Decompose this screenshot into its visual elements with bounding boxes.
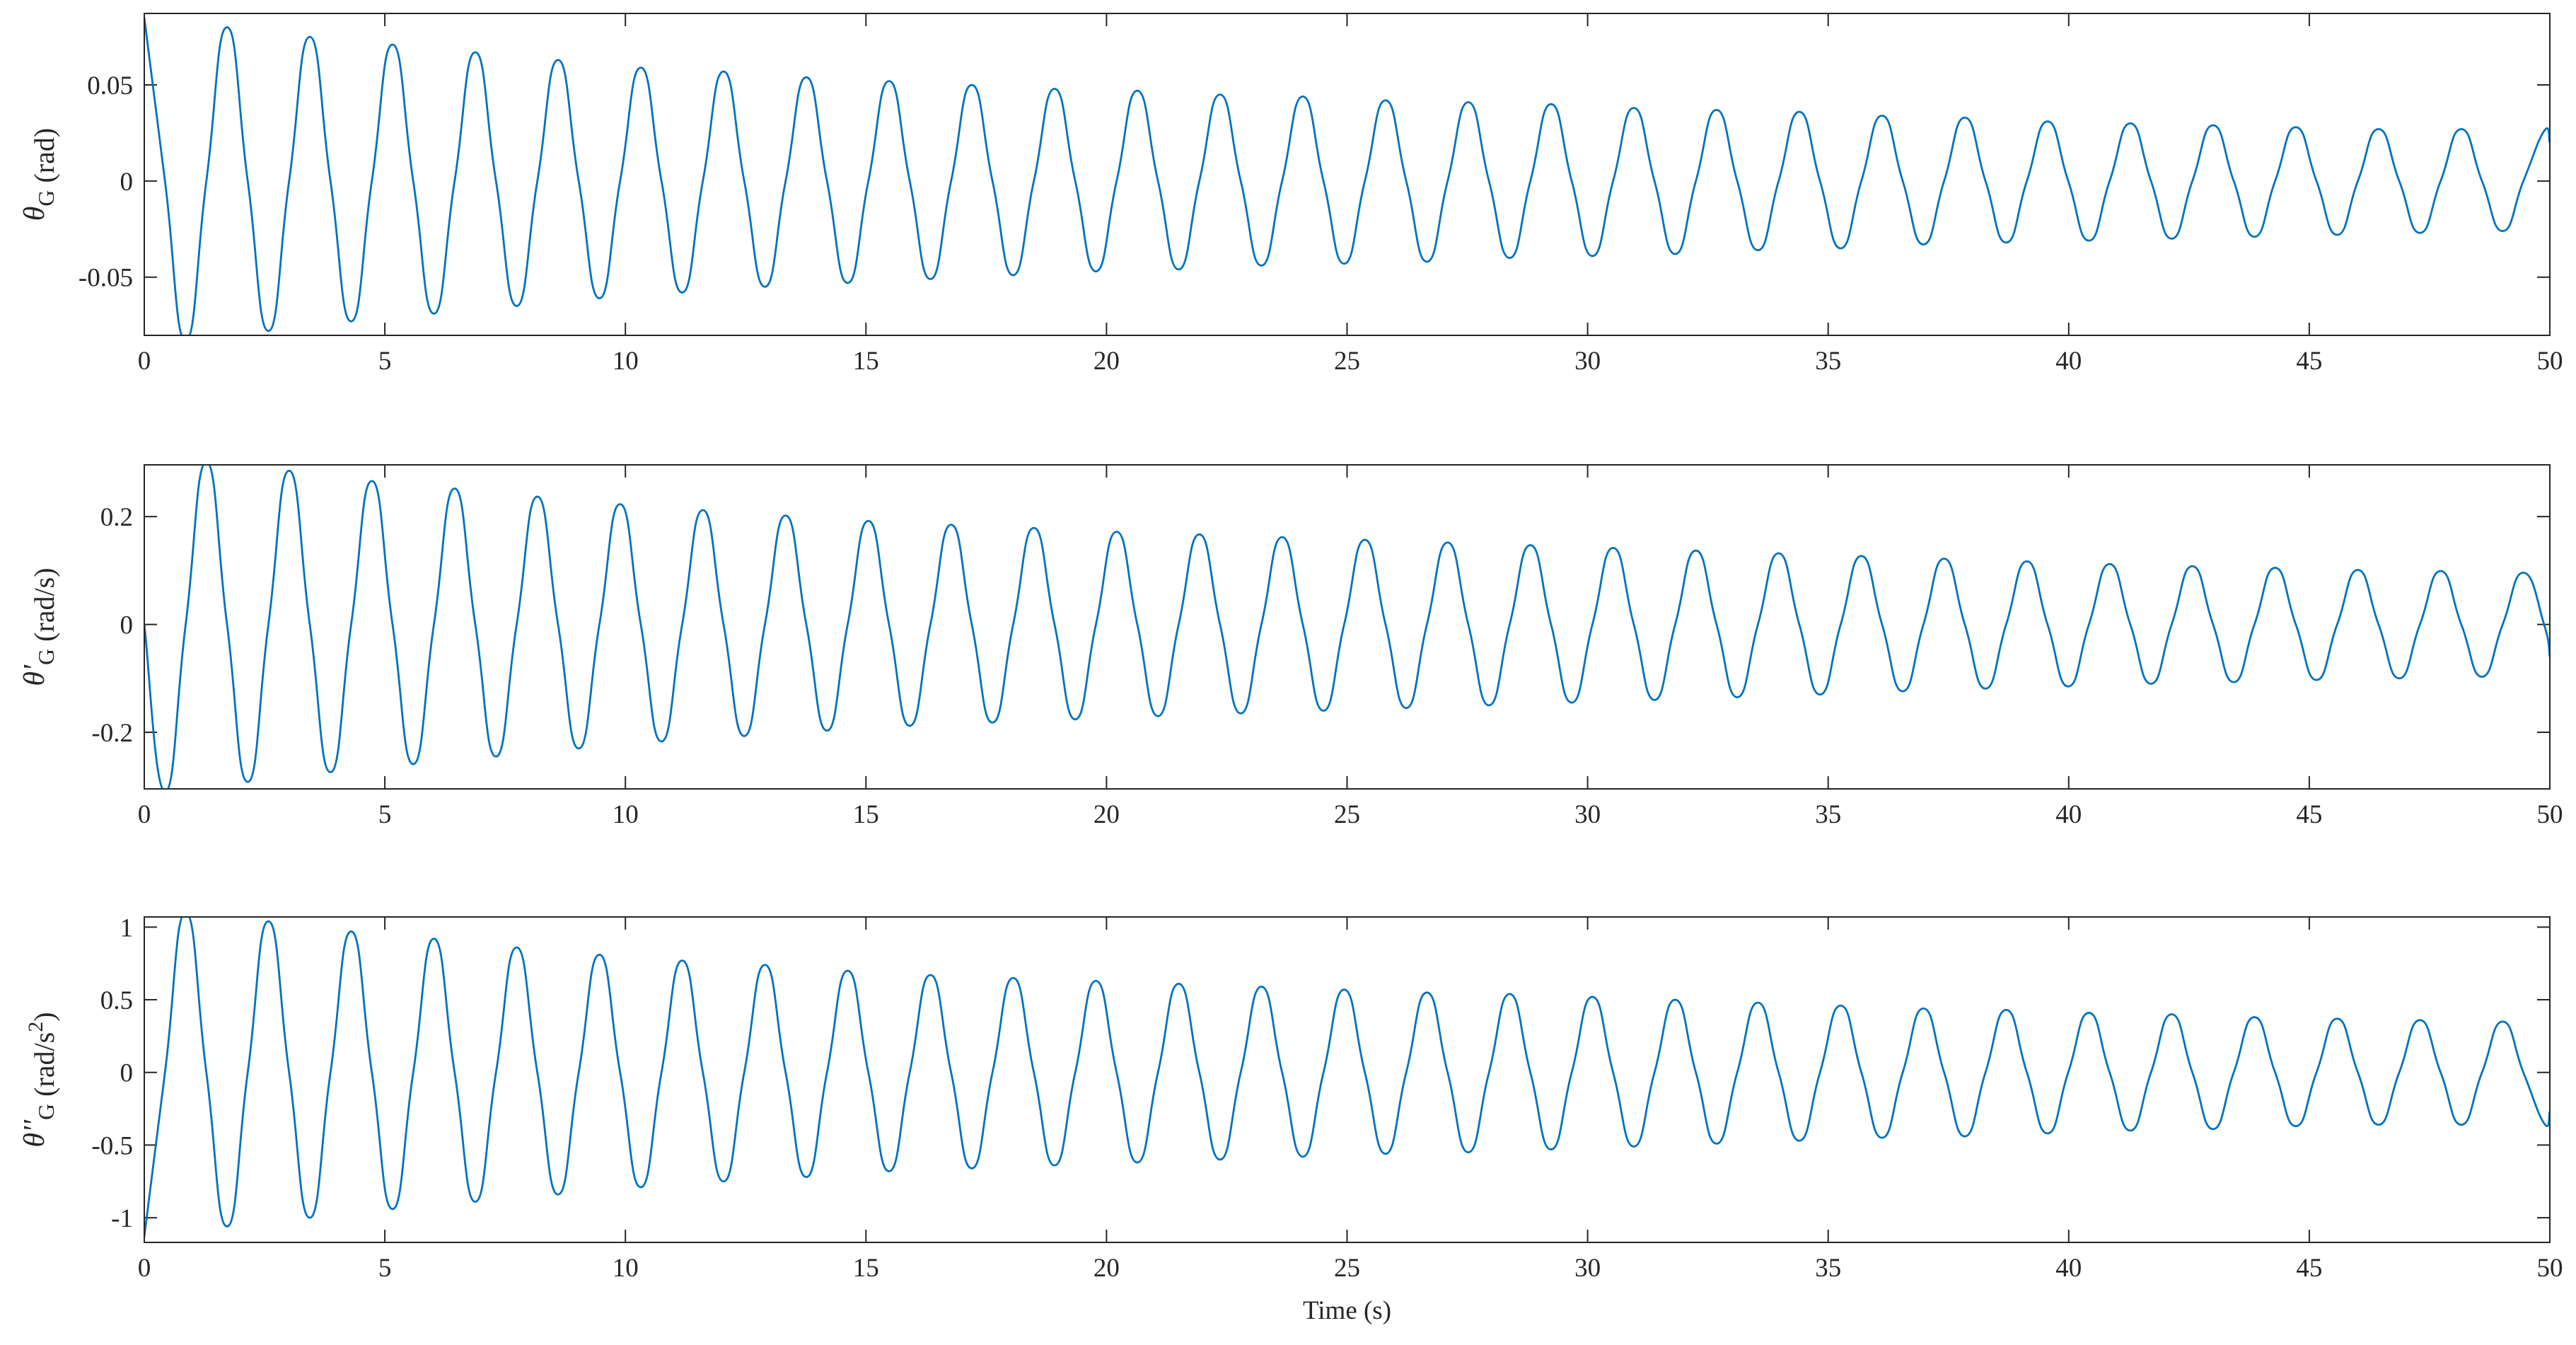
- x-tick-label: 0: [138, 347, 151, 376]
- y-tick-label: 0.2: [100, 503, 133, 532]
- x-tick-label: 40: [2055, 347, 2082, 376]
- x-tick-label: 20: [1093, 1254, 1120, 1283]
- x-tick-label: 20: [1093, 800, 1120, 829]
- x-tick-label: 5: [378, 1254, 392, 1283]
- y-tick-label: 1: [120, 913, 134, 942]
- x-tick-label: 0: [138, 1254, 151, 1283]
- y-label-superscript: 2: [24, 1022, 47, 1032]
- y-axis-label: θ'G (rad/s): [18, 567, 60, 686]
- subplot: 0 5 10 15 20 25 30 35 40 45 50 -0.05 0 0.05 θG (rad): [18, 13, 2563, 376]
- y-label-subscript: G: [33, 649, 59, 665]
- x-tick-label: 35: [1815, 347, 1841, 376]
- x-tick-label: 45: [2296, 800, 2322, 829]
- data-line: [144, 17, 2550, 335]
- y-label-symbol: θ: [18, 207, 51, 221]
- axes-box: [144, 916, 2551, 1243]
- x-tick-label: 10: [613, 800, 639, 829]
- axes-box: [144, 464, 2551, 790]
- x-tick-label: 40: [2055, 1254, 2082, 1283]
- y-label-unit-end: ): [28, 1012, 60, 1021]
- x-tick-label: 40: [2055, 800, 2082, 829]
- y-tick-label: -1: [111, 1204, 133, 1233]
- y-tick-label: 0: [120, 611, 134, 640]
- y-tick-label: -0.5: [91, 1131, 133, 1160]
- x-tick-label: 45: [2296, 347, 2322, 376]
- x-tick-label: 35: [1815, 1254, 1841, 1283]
- subplot: 0 5 10 15 20 25 30 35 40 45 50 -0.2 0 0.2 θ'G (rad/s): [18, 464, 2563, 829]
- y-label-symbol: θ'': [18, 1119, 51, 1148]
- x-tick-label: 15: [853, 1254, 879, 1283]
- x-tick-label: 50: [2537, 1254, 2563, 1283]
- y-axis-label: θ''G (rad/s2): [18, 1012, 60, 1147]
- x-tick-label: 30: [1574, 347, 1601, 376]
- x-tick-label: 15: [853, 347, 879, 376]
- y-axis-label: θG (rad): [18, 128, 60, 221]
- axes-box: [144, 13, 2551, 336]
- x-tick-label: 5: [378, 347, 392, 376]
- y-label-unit: (rad): [28, 128, 60, 183]
- y-tick-label: 0.5: [100, 986, 133, 1015]
- x-tick-label: 20: [1093, 347, 1120, 376]
- y-tick-label: 0.05: [87, 71, 133, 100]
- y-label-unit: (rad/s): [28, 567, 60, 641]
- subplot: 0 5 10 15 20 25 30 35 40 45 50 -1 -0.5 0 0.5 1 θ''G (rad/…: [18, 913, 2563, 1325]
- x-tick-label: 35: [1815, 800, 1841, 829]
- y-label-subscript: G: [33, 190, 59, 206]
- y-tick-label: -0.05: [79, 264, 133, 293]
- x-tick-label: 10: [613, 347, 639, 376]
- x-tick-label: 0: [138, 800, 151, 829]
- x-tick-label: 10: [613, 1254, 639, 1283]
- x-tick-label: 45: [2296, 1254, 2322, 1283]
- y-tick-label: 0: [120, 1059, 134, 1088]
- x-tick-label: 50: [2537, 347, 2563, 376]
- x-tick-label: 15: [853, 800, 879, 829]
- x-tick-label: 25: [1334, 1254, 1360, 1283]
- x-tick-label: 30: [1574, 1254, 1601, 1283]
- data-line: [144, 465, 2550, 789]
- y-tick-label: 0: [120, 168, 134, 197]
- x-tick-label: 25: [1334, 800, 1360, 829]
- y-tick-label: -0.2: [91, 719, 133, 748]
- x-tick-label: 25: [1334, 347, 1360, 376]
- data-line: [144, 917, 2550, 1237]
- x-tick-label: 5: [378, 800, 392, 829]
- y-label-subscript: G: [33, 1104, 59, 1120]
- y-label-unit: (rad/s: [28, 1032, 60, 1097]
- y-label-symbol: θ': [18, 664, 51, 686]
- x-axis-label: Time (s): [1303, 1296, 1391, 1325]
- x-tick-label: 30: [1574, 800, 1601, 829]
- x-tick-label: 50: [2537, 800, 2563, 829]
